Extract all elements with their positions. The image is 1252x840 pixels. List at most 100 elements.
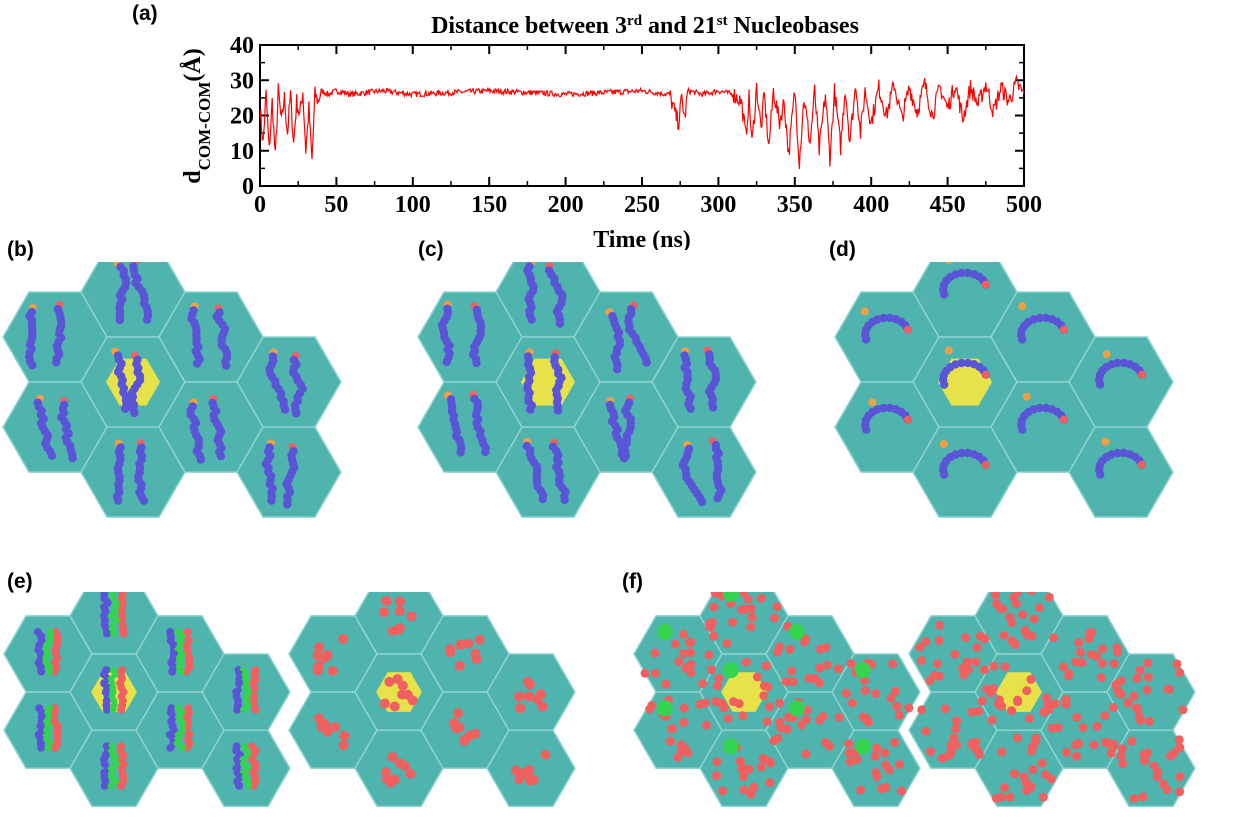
nucleobase-bead — [117, 781, 126, 790]
nucleobase-bead — [1022, 630, 1032, 640]
nucleobase-bead — [168, 667, 177, 676]
nucleobase-bead — [1096, 673, 1106, 683]
nucleobase-bead — [982, 684, 992, 694]
adsorbed-molecule — [232, 742, 260, 790]
nucleobase-bead — [904, 703, 914, 713]
nucleobase-bead — [743, 594, 753, 604]
x-tick-label: 500 — [1006, 192, 1042, 218]
nucleobase-bead — [399, 760, 410, 771]
nucleobase-bead — [814, 663, 824, 673]
nucleobase-bead — [100, 781, 109, 790]
nucleobase-bead — [532, 694, 543, 705]
chain-end — [981, 460, 990, 469]
adsorbed-molecule — [1047, 694, 1119, 761]
adsorbed-molecule — [379, 674, 418, 712]
nucleobase-bead — [454, 660, 465, 671]
nucleobase-bead — [621, 451, 630, 460]
y-tick-label: 30 — [230, 68, 254, 94]
nucleobase-bead — [991, 793, 1001, 803]
nucleobase-bead — [962, 657, 972, 667]
nucleobase-bead — [877, 784, 887, 794]
chain-end — [1022, 392, 1031, 401]
adsorbed-molecule — [917, 696, 987, 763]
nucleobase-bead — [756, 593, 766, 603]
nucleobase-bead — [117, 705, 126, 714]
nucleobase-bead — [997, 747, 1007, 757]
adsorbed-molecule — [445, 634, 485, 671]
nucleobase-bead — [921, 637, 931, 647]
nucleobase-bead — [1142, 685, 1152, 695]
adsorbed-molecule — [100, 742, 128, 790]
nucleobase-bead — [463, 638, 474, 649]
nucleobase-bead — [746, 622, 756, 632]
nucleobase-bead — [381, 595, 392, 606]
adsorbed-molecule — [841, 658, 914, 727]
nucleobase-bead — [1026, 782, 1036, 792]
nucleobase-bead — [1162, 785, 1172, 795]
nucleobase-bead — [668, 724, 678, 734]
nucleobase-bead — [770, 613, 780, 623]
nucleobase-bead — [886, 693, 896, 703]
adsorbed-molecule — [112, 439, 149, 505]
chain-end — [903, 415, 912, 424]
chain-end — [1137, 370, 1146, 379]
x-tick-label: 150 — [471, 192, 507, 218]
nucleobase-bead — [989, 661, 999, 671]
nucleobase-bead — [1163, 684, 1173, 694]
green-bead — [112, 760, 120, 768]
adsorbed-molecule — [645, 695, 711, 762]
nucleobase-bead — [1117, 744, 1127, 754]
nucleobase-bead — [515, 703, 526, 714]
nucleobase-bead — [1133, 704, 1143, 714]
nucleobase-bead — [686, 668, 696, 678]
nucleobase-bead — [788, 677, 798, 687]
nucleobase-bead — [52, 358, 61, 367]
nucleobase-bead — [537, 701, 548, 712]
nucleobase-bead — [1092, 721, 1102, 731]
nucleobase-bead — [525, 679, 536, 690]
nucleobase-bead — [182, 667, 191, 676]
nucleobase-bead — [773, 733, 783, 743]
nucleobase-bead — [762, 717, 772, 727]
adsorbed-molecule — [605, 301, 651, 374]
nucleobase-bead — [397, 680, 408, 691]
nucleobase-bead — [555, 319, 565, 328]
green-bead — [722, 662, 739, 679]
nucleobase-bead — [975, 631, 985, 641]
nucleobase-bead — [442, 357, 451, 366]
nucleobase-bead — [1064, 668, 1074, 678]
green-bead — [244, 701, 252, 709]
adsorbed-molecule — [1095, 350, 1147, 389]
green-bead — [113, 616, 121, 624]
adsorbed-molecule — [514, 676, 548, 714]
green-bead — [107, 782, 115, 790]
nucleobase-bead — [737, 764, 747, 774]
nucleobase-bead — [1058, 662, 1068, 672]
nucleobase-bead — [775, 698, 785, 708]
nucleobase-bead — [879, 403, 888, 413]
adsorbed-molecule — [1017, 392, 1069, 434]
nucleobase-bead — [870, 751, 880, 761]
adsorbed-molecule — [312, 634, 349, 676]
nucleobase-bead — [972, 642, 982, 652]
nucleobase-bead — [407, 695, 418, 706]
nucleobase-bead — [527, 315, 536, 324]
nucleobase-bead — [553, 406, 563, 415]
green-bead — [722, 592, 739, 602]
adsorbed-molecule — [449, 708, 481, 746]
nucleobase-bead — [934, 635, 944, 645]
adsorbed-molecule — [707, 657, 774, 727]
nucleobase-bead — [1172, 659, 1182, 669]
axis-ticks — [259, 44, 1025, 187]
nucleobase-bead — [1035, 403, 1044, 413]
nucleobase-bead — [51, 743, 60, 752]
chain-end — [1101, 437, 1110, 446]
nucleobase-bead — [676, 740, 686, 750]
snapshot-b — [2, 262, 342, 518]
adsorbed-molecule — [522, 437, 570, 505]
snapshot-e-right — [288, 592, 576, 808]
nucleobase-bead — [456, 448, 465, 457]
nucleobase-bead — [937, 753, 947, 763]
nucleobase-bead — [952, 740, 962, 750]
nucleobase-bead — [697, 497, 707, 507]
